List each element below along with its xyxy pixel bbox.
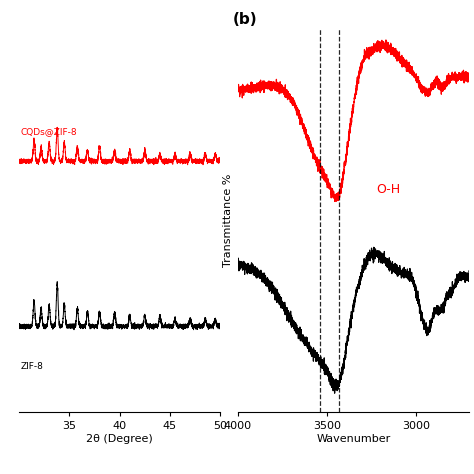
Text: CQDs@ZIF-8: CQDs@ZIF-8 bbox=[21, 127, 78, 136]
Text: O-H: O-H bbox=[377, 183, 401, 196]
X-axis label: 2θ (Degree): 2θ (Degree) bbox=[86, 434, 153, 444]
Y-axis label: Transmittance %: Transmittance % bbox=[224, 174, 234, 267]
Text: (b): (b) bbox=[233, 12, 258, 27]
Text: ZIF-8: ZIF-8 bbox=[21, 362, 44, 371]
X-axis label: Wavenumber: Wavenumber bbox=[316, 434, 391, 444]
